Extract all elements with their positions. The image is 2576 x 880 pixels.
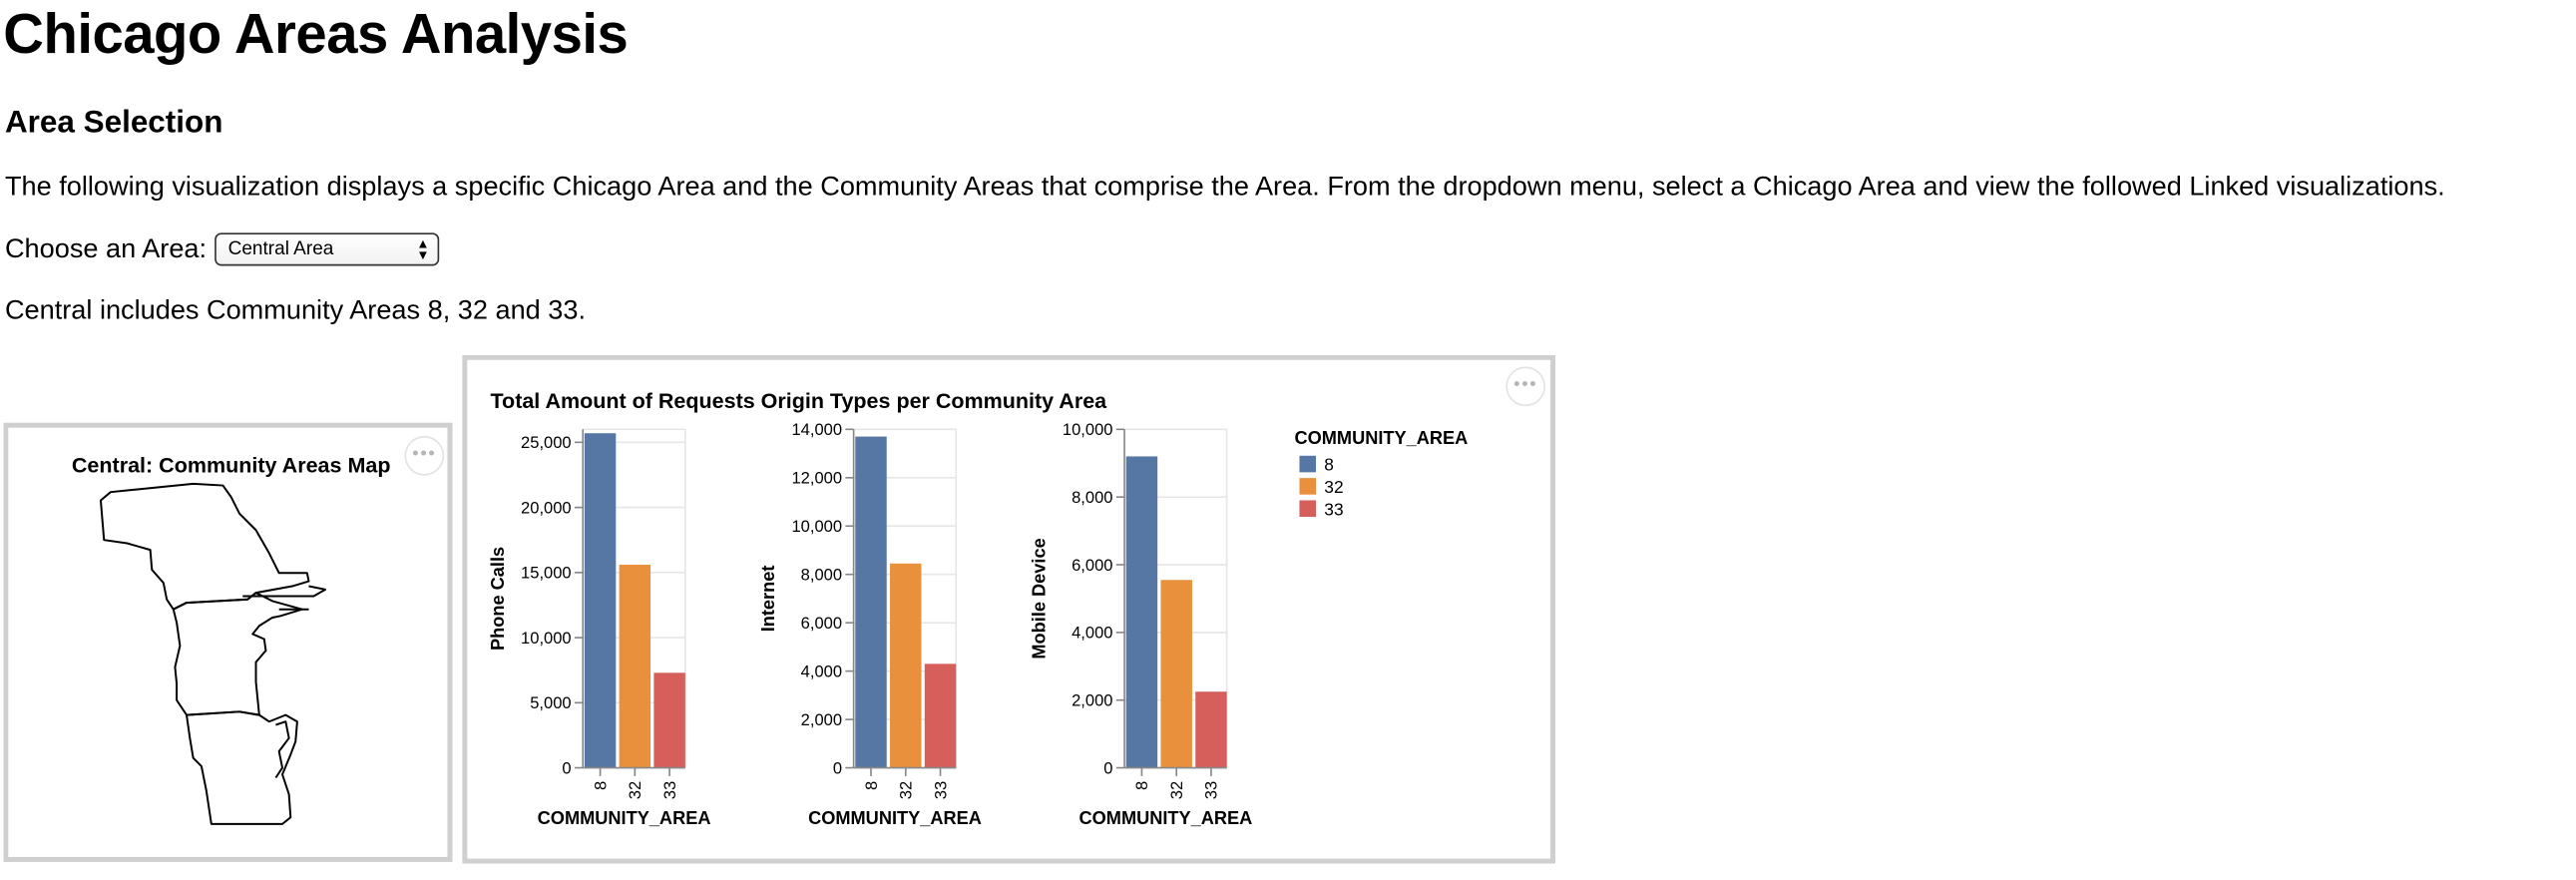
map-area-32[interactable] — [172, 592, 303, 716]
y-tick-label: 5,000 — [530, 693, 571, 712]
choose-area-label: Choose an Area: — [4, 233, 208, 263]
description-text: The following visualization displays a s… — [4, 172, 2445, 202]
y-axis-title: Mobile Device — [1030, 538, 1050, 659]
y-tick-label: 20,000 — [521, 498, 572, 517]
select-arrows-icon: ▲ ▼ — [416, 235, 430, 263]
bar-3-32 — [1160, 580, 1192, 768]
x-tick-label: 32 — [1167, 781, 1186, 799]
y-tick-label: 2,000 — [1072, 691, 1112, 710]
x-tick-label: 32 — [897, 781, 916, 799]
y-tick-label: 4,000 — [1072, 624, 1112, 643]
bar-charts: Total Amount of Requests Origin Types pe… — [488, 389, 1469, 828]
map-panel: ••• Central: Community Areas Map — [3, 422, 453, 862]
map-menu-icon[interactable]: ••• — [404, 435, 445, 476]
legend-label-8: 8 — [1324, 455, 1334, 475]
y-axis-title: Internet — [758, 566, 778, 633]
x-tick-label: 33 — [1202, 781, 1221, 799]
chart-panel-2: 8 32 33 0 2,000 4,000 6,000 8,000 10,000 12,000 14… — [758, 420, 982, 828]
bar-1-32 — [619, 565, 651, 768]
y-tick-label: 6,000 — [801, 614, 842, 633]
section-title: Area Selection — [4, 105, 223, 141]
map-area-33[interactable] — [186, 710, 298, 825]
bar-2-8 — [855, 436, 887, 768]
x-tick-label: 32 — [626, 781, 644, 799]
x-tick-label: 8 — [1132, 781, 1151, 790]
y-tick-label: 10,000 — [521, 629, 572, 648]
x-axis-title: COMMUNITY_AREA — [538, 808, 711, 828]
bar-2-32 — [890, 563, 922, 768]
x-tick-label: 33 — [931, 781, 950, 799]
y-tick-label: 12,000 — [791, 469, 842, 488]
x-axis-title: COMMUNITY_AREA — [1079, 808, 1253, 828]
chart-menu-icon[interactable]: ••• — [1505, 366, 1546, 407]
area-summary: Central includes Community Areas 8, 32 a… — [4, 295, 587, 326]
chart-panel: ••• Total Amount of Requests Origin Type… — [462, 354, 1556, 864]
legend-swatch-33 — [1299, 500, 1317, 518]
x-tick-label: 8 — [862, 781, 881, 790]
y-tick-label: 14,000 — [791, 420, 842, 439]
map-title: Central: Community Areas Map — [71, 452, 391, 478]
x-tick-label: 8 — [591, 781, 610, 790]
legend-label-33: 33 — [1324, 499, 1343, 519]
y-tick-label: 0 — [562, 758, 571, 777]
y-tick-label: 0 — [1103, 758, 1112, 777]
chart-panel-1: 8 32 33 0 5,000 10,000 15,000 20,000 25,000 Phone… — [488, 428, 711, 828]
chart-panel-3: 8 32 33 0 2,000 4,000 6,000 8,000 10,000 Mobile D… — [1030, 420, 1253, 828]
bar-2-33 — [924, 663, 957, 768]
y-tick-label: 4,000 — [801, 661, 842, 680]
y-tick-label: 15,000 — [521, 564, 572, 583]
map-harbor — [274, 720, 290, 779]
legend-swatch-8 — [1299, 455, 1317, 473]
area-select[interactable]: Central Area ▲ ▼ — [215, 232, 440, 266]
y-tick-label: 8,000 — [801, 565, 842, 584]
map-pier — [242, 585, 327, 611]
area-chooser: Choose an Area: Central Area ▲ ▼ — [4, 232, 440, 266]
legend-title: COMMUNITY_AREA — [1295, 428, 1469, 448]
bar-1-33 — [653, 672, 685, 768]
legend-swatch-32 — [1299, 478, 1317, 495]
bar-3-33 — [1195, 691, 1227, 768]
y-tick-label: 8,000 — [1072, 488, 1112, 507]
chart-title: Total Amount of Requests Origin Types pe… — [491, 389, 1108, 413]
y-tick-label: 25,000 — [521, 433, 572, 452]
y-tick-label: 0 — [833, 758, 842, 777]
y-tick-label: 10,000 — [1063, 420, 1113, 439]
page-title: Chicago Areas Analysis — [3, 3, 629, 67]
bar-3-8 — [1125, 456, 1158, 768]
community-areas-map — [99, 482, 327, 825]
y-tick-label: 10,000 — [791, 517, 842, 536]
x-tick-label: 33 — [660, 781, 679, 799]
bar-1-8 — [584, 433, 617, 768]
y-axis-title: Phone Calls — [488, 547, 508, 651]
map-area-8[interactable] — [99, 482, 310, 611]
y-tick-label: 6,000 — [1072, 556, 1112, 575]
y-tick-label: 2,000 — [801, 710, 842, 729]
x-axis-title: COMMUNITY_AREA — [808, 808, 982, 828]
legend-label-32: 32 — [1324, 477, 1343, 497]
area-select-value: Central Area — [227, 238, 334, 259]
